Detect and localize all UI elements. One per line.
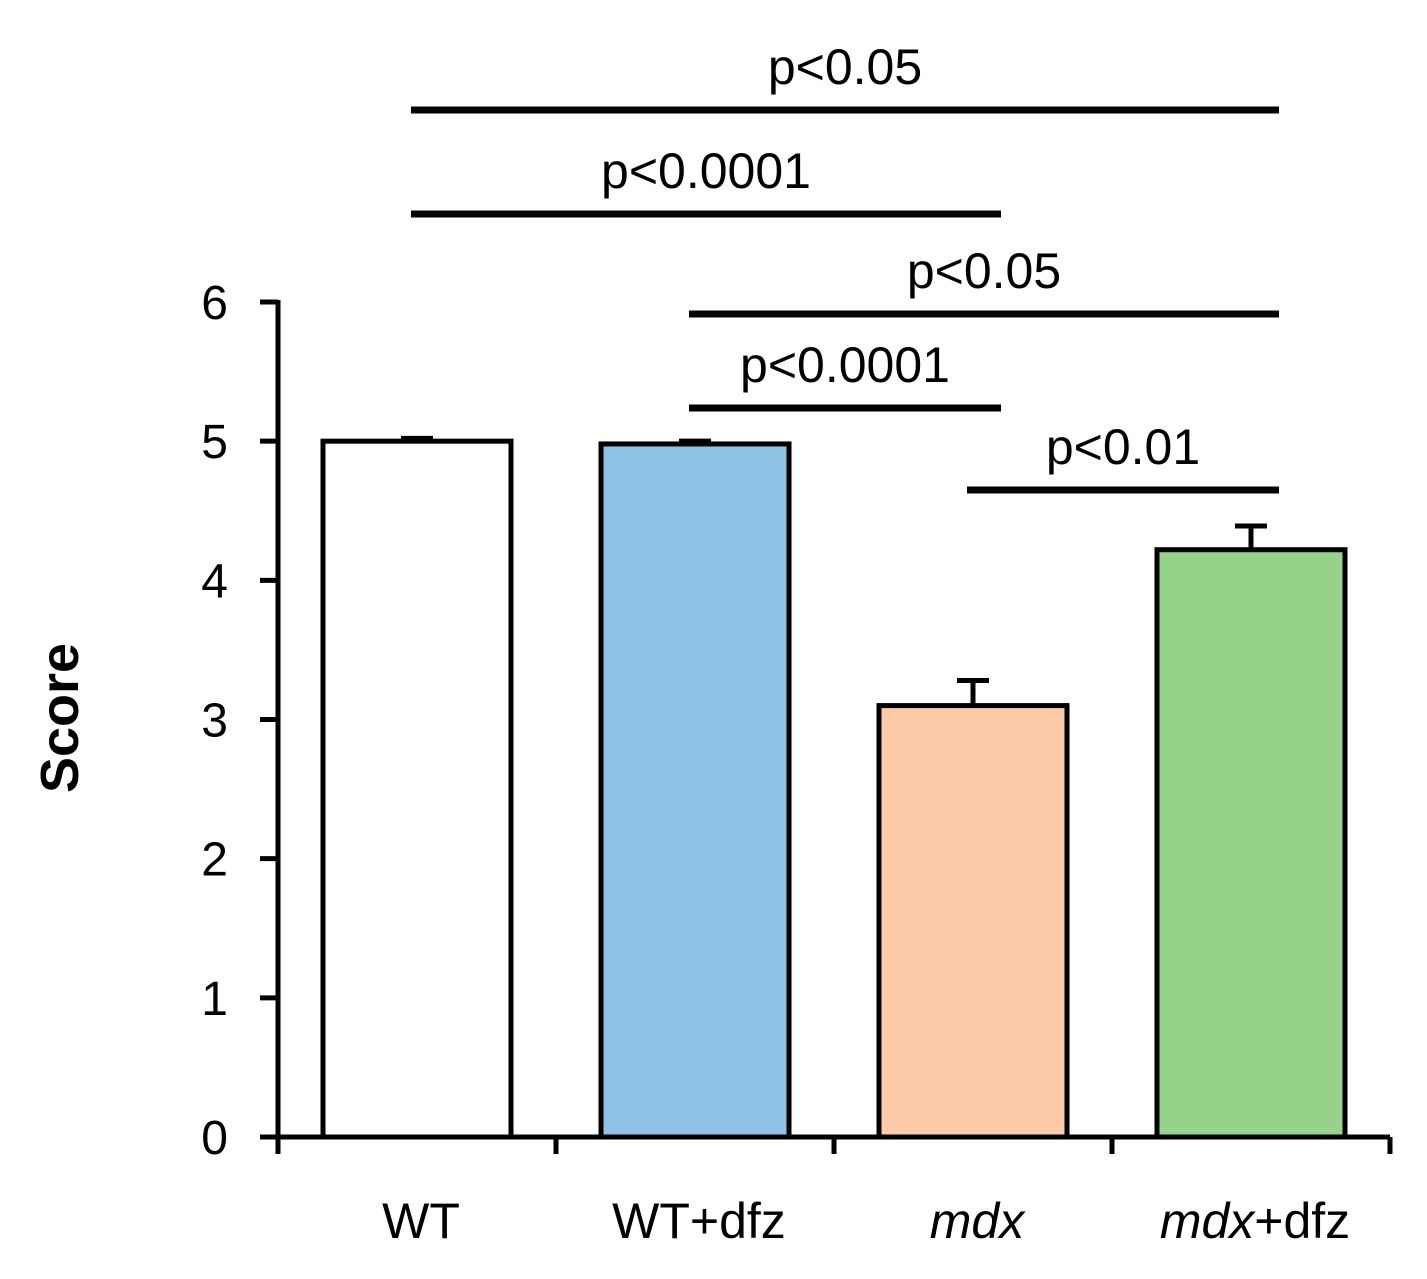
significance-label-0: p<0.05 bbox=[768, 39, 922, 95]
bar-2 bbox=[876, 703, 1070, 1140]
x-tick-label-1: WT+dfz bbox=[612, 1193, 786, 1249]
bar-1 bbox=[598, 441, 792, 1140]
bar-0 bbox=[320, 438, 514, 1140]
x-tick-label-3: mdx+dfz bbox=[1160, 1193, 1350, 1249]
y-tick-label-1: 1 bbox=[201, 973, 228, 1026]
y-axis-label: Score bbox=[30, 643, 90, 793]
x-tick-label-0: WT bbox=[382, 1193, 460, 1249]
y-tick-label-4: 4 bbox=[201, 555, 228, 608]
y-tick-label-2: 2 bbox=[201, 834, 228, 887]
significance-label-2: p<0.05 bbox=[907, 243, 1061, 299]
x-tick-label-2: mdx bbox=[930, 1193, 1026, 1249]
y-tick-label-6: 6 bbox=[201, 277, 228, 330]
bar-3 bbox=[1154, 547, 1348, 1140]
y-tick-label-5: 5 bbox=[201, 416, 228, 469]
significance-label-3: p<0.0001 bbox=[740, 337, 950, 393]
y-tick-label-3: 3 bbox=[201, 695, 228, 748]
significance-label-1: p<0.0001 bbox=[601, 143, 811, 199]
significance-label-4: p<0.01 bbox=[1046, 419, 1200, 475]
y-tick-label-0: 0 bbox=[201, 1112, 228, 1165]
